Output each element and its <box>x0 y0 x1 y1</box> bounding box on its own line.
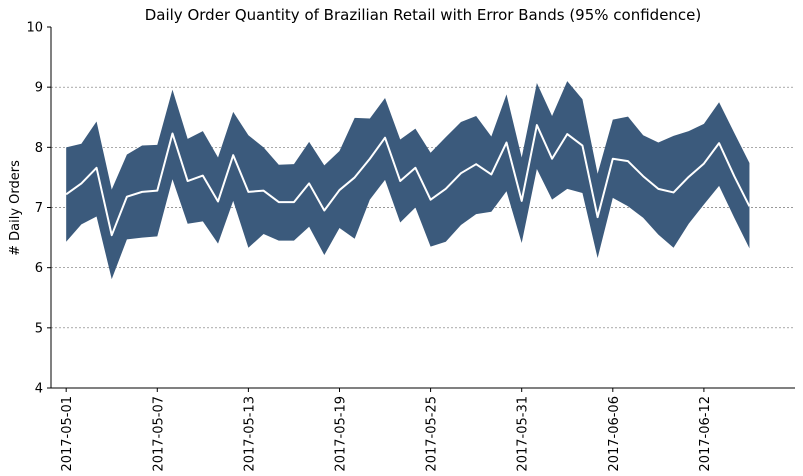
x-ticks: 2017-05-01 2017-05-07 2017-05-13 2017-05-19… <box>60 388 713 472</box>
mean-line <box>65 124 751 237</box>
y-tick-label: 6 <box>35 261 43 276</box>
x-tick-label: 2017-06-06 <box>607 396 622 472</box>
y-tick-label: 8 <box>35 141 43 156</box>
x-tick-label: 2017-05-13 <box>242 396 257 472</box>
y-tick-label: 4 <box>35 382 43 397</box>
error-band <box>66 81 750 280</box>
y-tick-label: 9 <box>35 81 43 96</box>
x-tick-label: 2017-05-07 <box>151 396 166 472</box>
chart-title: Daily Order Quantity of Brazilian Retail… <box>145 6 702 24</box>
y-tick-label: 7 <box>35 201 43 216</box>
y-ticks: 4 5 6 7 8 9 10 <box>26 21 51 397</box>
x-tick-label: 2017-06-12 <box>698 396 713 472</box>
x-tick-label: 2017-05-19 <box>333 396 348 472</box>
y-tick-label: 10 <box>26 21 43 36</box>
x-tick-label: 2017-05-25 <box>425 396 440 472</box>
line-layer <box>65 124 751 237</box>
x-tick-label: 2017-05-01 <box>60 396 75 472</box>
y-axis-label: # Daily Orders <box>8 160 23 256</box>
band-layer <box>66 81 750 280</box>
x-tick-label: 2017-05-31 <box>516 396 531 472</box>
y-tick-label: 5 <box>35 321 43 336</box>
